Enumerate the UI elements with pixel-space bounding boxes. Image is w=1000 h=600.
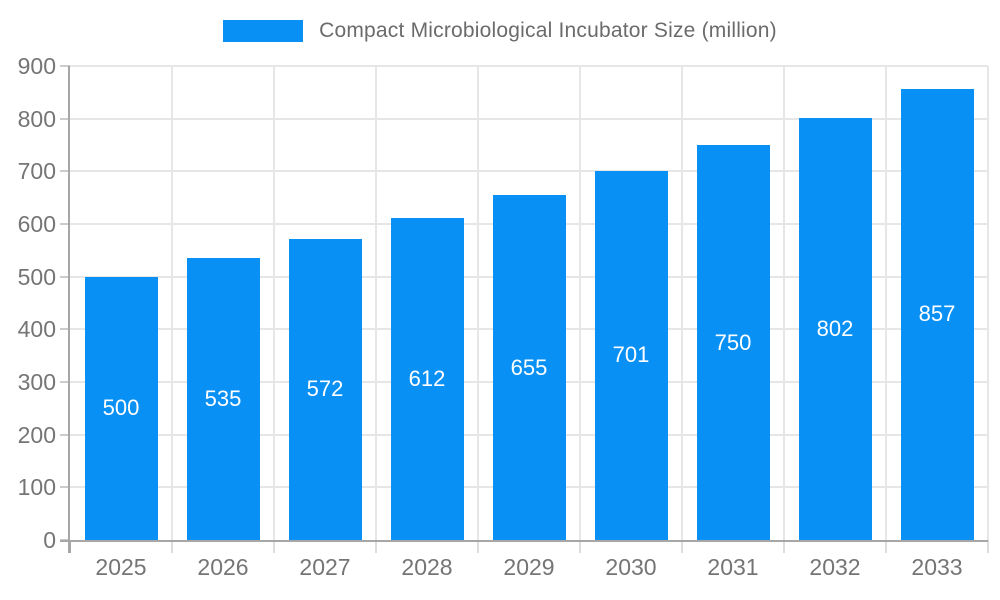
x-axis-tick: [681, 540, 683, 553]
x-axis-tick: [885, 540, 887, 553]
y-axis-tick: [60, 486, 70, 489]
v-gridline: [987, 66, 989, 540]
y-axis-label: 400: [17, 316, 56, 343]
h-gridline: [70, 170, 988, 173]
y-axis-label: 700: [17, 158, 56, 185]
v-gridline: [579, 66, 581, 540]
y-axis-tick: [60, 65, 70, 67]
v-gridline: [783, 66, 785, 540]
bar-2025[interactable]: [84, 276, 158, 540]
x-axis-line: [60, 540, 988, 542]
bar-2033[interactable]: [900, 88, 974, 540]
x-axis-label: 2030: [605, 554, 657, 580]
h-gridline: [70, 117, 988, 120]
x-axis-label: 2026: [197, 554, 249, 580]
y-axis-label: 300: [17, 369, 56, 395]
v-gridline: [375, 66, 377, 540]
x-axis-label: 2033: [911, 554, 963, 580]
y-axis-tick: [60, 433, 70, 436]
x-axis-tick: [375, 540, 377, 553]
bar-2028[interactable]: [390, 217, 464, 540]
y-axis-tick: [60, 223, 70, 225]
bar-2032[interactable]: [798, 117, 872, 540]
bar-2031[interactable]: [696, 145, 770, 540]
x-axis-tick: [783, 540, 785, 553]
y-axis-label: 500: [17, 263, 56, 290]
x-axis-label: 2031: [707, 554, 759, 580]
y-axis-label: 100: [17, 474, 56, 501]
x-axis-label: 2029: [503, 554, 555, 580]
y-axis-line: [68, 66, 70, 553]
legend-label: Compact Microbiological Incubator Size (…: [319, 19, 777, 42]
chart-legend-item[interactable]: Compact Microbiological Incubator Size (…: [0, 17, 1000, 45]
x-axis-label: 2032: [809, 554, 861, 580]
v-gridline: [171, 66, 173, 540]
y-axis-label: 800: [17, 105, 56, 132]
bar-2026[interactable]: [186, 258, 260, 540]
y-axis-label: 200: [17, 421, 56, 448]
y-axis-label: 900: [17, 53, 56, 79]
x-axis-tick: [171, 540, 173, 553]
y-axis-tick: [60, 117, 70, 120]
x-axis-label: 2028: [401, 554, 453, 580]
h-gridline: [70, 65, 988, 67]
y-axis-tick: [60, 275, 70, 278]
v-gridline: [477, 66, 479, 540]
bar-2030[interactable]: [594, 170, 668, 540]
y-axis-label: 0: [43, 527, 56, 553]
y-axis-label: 600: [17, 211, 56, 237]
x-axis-tick: [477, 540, 479, 553]
x-axis-tick: [987, 540, 989, 553]
bar-2027[interactable]: [288, 238, 362, 540]
x-axis-label: 2025: [95, 554, 147, 580]
y-axis-tick: [60, 328, 70, 331]
x-axis-tick: [69, 540, 71, 553]
x-axis-tick: [579, 540, 581, 553]
y-axis-tick: [60, 381, 70, 383]
v-gridline: [885, 66, 887, 540]
legend-swatch: [223, 20, 304, 42]
bar-2029[interactable]: [492, 195, 566, 540]
y-axis-tick: [60, 170, 70, 173]
v-gridline: [681, 66, 683, 540]
x-axis-label: 2027: [299, 554, 351, 580]
x-axis-tick: [273, 540, 275, 553]
v-gridline: [273, 66, 275, 540]
